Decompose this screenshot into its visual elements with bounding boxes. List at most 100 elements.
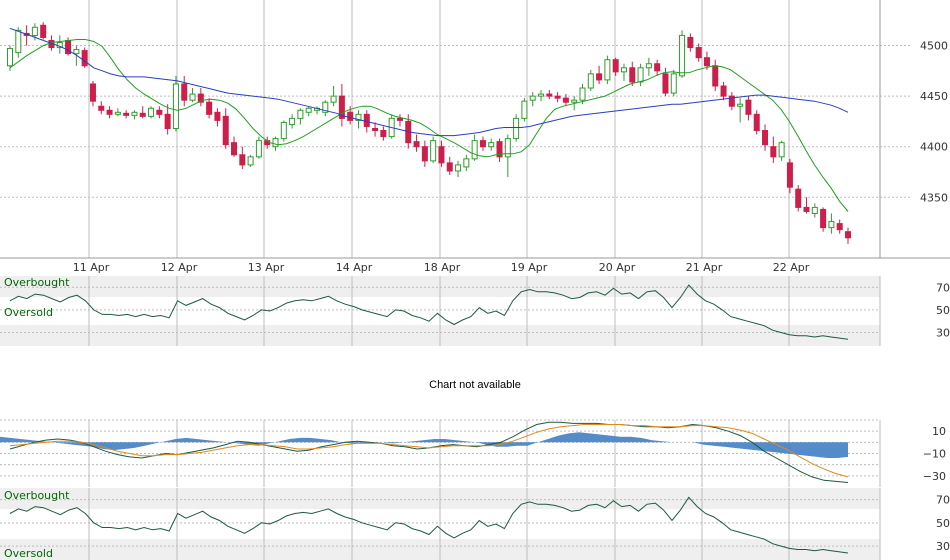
candle-99 (828, 213, 835, 234)
macd-histogram (0, 432, 848, 458)
candle-body (770, 146, 777, 158)
price-y-tick-3: 4500 (920, 40, 948, 53)
date-tick-5: 19 Apr (511, 261, 548, 274)
candle-35 (297, 108, 304, 125)
candle-body (413, 141, 420, 148)
price-y-axis: 4350 4400 4450 4500 (920, 40, 948, 205)
candle-body (355, 113, 362, 121)
candle-body (488, 142, 495, 148)
candle-body (579, 87, 586, 101)
oscillator-path (9, 496, 849, 554)
candle-4 (40, 22, 47, 40)
candle-body (670, 73, 677, 94)
candle-50 (421, 140, 428, 167)
candle-body (654, 63, 661, 72)
candle-body (322, 101, 329, 113)
candle-58 (488, 138, 495, 151)
oversold-label: Oversold (4, 306, 53, 319)
candle-96 (803, 197, 810, 214)
candle-80 (670, 69, 677, 97)
candle-body (820, 208, 827, 229)
candle-body (728, 95, 735, 107)
candle-86 (720, 81, 727, 101)
candle-87 (728, 92, 735, 111)
candle-body (255, 140, 262, 158)
candle-24 (206, 98, 213, 119)
macd-y-tick-2: 10 (932, 425, 946, 438)
oversold-label-2: Oversold (4, 547, 53, 560)
candle-34 (289, 114, 296, 129)
osc-y-tick-0: 30 (936, 540, 950, 553)
candle-12 (106, 106, 113, 119)
candle-0 (7, 45, 13, 71)
date-tick-3: 14 Apr (336, 261, 373, 274)
candle-28 (239, 146, 246, 169)
macd-y-tick-1: −10 (923, 448, 946, 461)
candle-body (148, 107, 155, 117)
candle-body (463, 158, 470, 168)
overbought-label-2: Overbought (4, 489, 70, 502)
candle-44 (372, 122, 379, 137)
date-tick-8: 22 Apr (773, 261, 810, 274)
candle-body (778, 142, 785, 158)
candle-body (222, 115, 229, 146)
candle-49 (413, 134, 420, 152)
candle-53 (446, 156, 453, 176)
candle-100 (836, 219, 843, 234)
candle-body (156, 109, 163, 115)
long-moving-average (9, 27, 849, 137)
candle-63 (529, 92, 536, 107)
candle-13 (114, 108, 121, 117)
candle-15 (131, 110, 138, 120)
candle-body (562, 97, 569, 103)
candle-body (280, 121, 287, 140)
candle-19 (164, 104, 171, 135)
candle-65 (546, 90, 553, 100)
candle-88 (737, 98, 744, 123)
candle-body (571, 99, 578, 103)
candle-body (206, 101, 213, 115)
osc-y-tick-2: 70 (936, 281, 950, 294)
candle-body (197, 93, 204, 103)
candle-body (786, 162, 793, 188)
candle-body (239, 154, 246, 166)
date-tick-6: 20 Apr (599, 261, 636, 274)
candle-83 (695, 43, 702, 62)
candle-64 (538, 90, 545, 102)
candle-body (438, 146, 445, 164)
candle-body (446, 162, 453, 172)
candle-body (297, 109, 304, 119)
candle-body (720, 85, 727, 97)
candle-body (214, 111, 221, 121)
candle-97 (811, 203, 818, 218)
candle-body (587, 73, 594, 89)
candle-39 (330, 86, 337, 107)
candle-29 (247, 154, 254, 167)
candle-75 (629, 61, 636, 86)
candle-69 (579, 83, 586, 105)
candle-body (172, 83, 179, 129)
candle-body (81, 50, 88, 67)
date-tick-0: 11 Apr (73, 261, 110, 274)
candle-11 (98, 101, 105, 115)
oscillator-bands (0, 276, 881, 346)
candle-body (629, 67, 636, 83)
date-tick-2: 13 Apr (248, 261, 285, 274)
candle-93 (778, 140, 785, 161)
candle-body (347, 111, 354, 121)
candle-body (845, 231, 851, 239)
oscillator-path (9, 284, 849, 340)
candle-14 (123, 110, 130, 119)
candle-26 (222, 108, 229, 149)
candle-18 (156, 106, 163, 119)
oscillator-line (9, 284, 849, 340)
candle-45 (380, 126, 387, 141)
candle-23 (197, 88, 204, 107)
oscillator-panel: Overbought Oversold 30 50 70 (0, 276, 950, 346)
candle-body (712, 65, 719, 87)
osc-y-tick-1: 50 (936, 304, 950, 317)
candle-body (803, 206, 810, 212)
candle-body (521, 100, 528, 119)
candle-82 (687, 33, 694, 52)
